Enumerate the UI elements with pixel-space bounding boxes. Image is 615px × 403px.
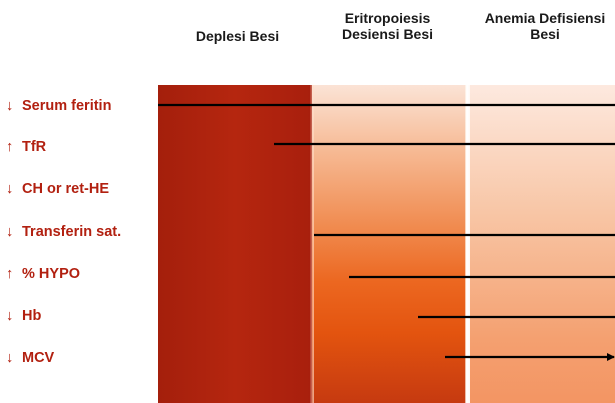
stage-band-anemia bbox=[470, 85, 615, 403]
marker-text: Serum feritin bbox=[22, 98, 112, 114]
stage-header-anemia: Anemia Defisiensi Besi bbox=[484, 10, 606, 42]
arrow-down-icon: ↓ bbox=[6, 98, 14, 114]
stage-band-eritropoiesis bbox=[312, 85, 466, 403]
band-divider bbox=[310, 85, 314, 403]
marker-text: TfR bbox=[22, 139, 47, 155]
marker-label-ch-ret-he: ↓ CH or ret-HE bbox=[6, 180, 109, 198]
arrow-up-icon: ↑ bbox=[6, 266, 14, 282]
marker-text: CH or ret-HE bbox=[22, 181, 110, 197]
marker-label-serum-feritin: ↓ Serum feritin bbox=[6, 97, 111, 115]
marker-text: Transferin sat. bbox=[22, 224, 122, 240]
arrow-down-icon: ↓ bbox=[6, 181, 14, 197]
marker-label-hypo: ↑ % HYPO bbox=[6, 265, 80, 283]
marker-text: Hb bbox=[22, 308, 42, 324]
marker-text: MCV bbox=[22, 350, 55, 366]
arrow-down-icon: ↓ bbox=[6, 350, 14, 366]
arrow-up-icon: ↑ bbox=[6, 139, 14, 155]
marker-text: % HYPO bbox=[22, 266, 81, 282]
marker-label-tfr: ↑ TfR bbox=[6, 138, 46, 156]
marker-label-hb: ↓ Hb bbox=[6, 307, 41, 325]
stage-header-deplesi: Deplesi Besi bbox=[195, 28, 280, 44]
stage-band-deplesi bbox=[158, 85, 312, 403]
band-divider bbox=[465, 85, 470, 403]
arrow-down-icon: ↓ bbox=[6, 224, 14, 240]
stage-header-eritropoiesis: Eritropoiesis Desiensi Besi bbox=[341, 10, 434, 42]
marker-label-transferin-sat: ↓ Transferin sat. bbox=[6, 223, 121, 241]
arrow-down-icon: ↓ bbox=[6, 308, 14, 324]
marker-label-mcv: ↓ MCV bbox=[6, 349, 54, 367]
